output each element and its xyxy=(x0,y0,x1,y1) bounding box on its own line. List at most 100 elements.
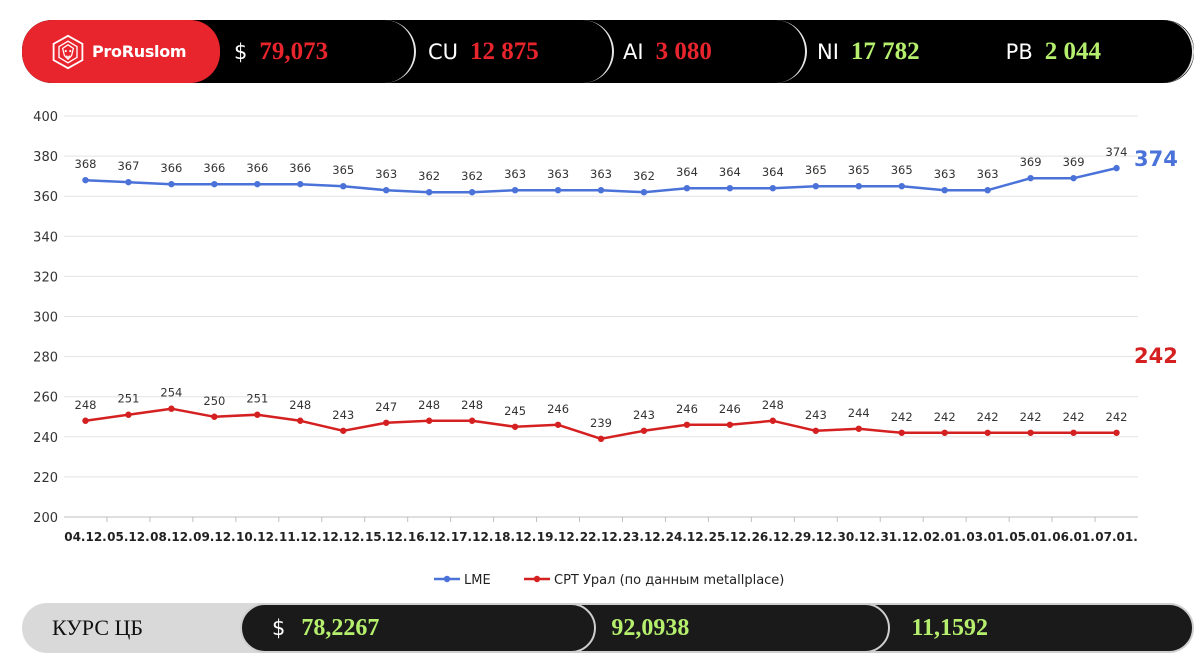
data-point xyxy=(640,427,648,434)
data-point xyxy=(683,421,691,428)
data-label: 364 xyxy=(676,165,698,179)
data-label: 365 xyxy=(848,163,870,177)
y-tick-label: 380 xyxy=(33,150,58,165)
y-tick-label: 360 xyxy=(33,190,58,205)
x-tick-label: 03.01. xyxy=(966,530,1009,544)
data-point xyxy=(383,186,390,194)
data-point xyxy=(554,421,562,428)
chart-series: 368 367 366 366 366 366 365 363 362 362 363 363 363 3… xyxy=(75,145,1127,443)
data-point xyxy=(726,421,734,428)
data-label: 365 xyxy=(891,163,913,177)
usd-symbol: $ xyxy=(272,616,286,640)
x-tick-label: 31.12. xyxy=(880,530,923,544)
rate-cny-segment: ¥ 11,1592 xyxy=(844,603,1194,653)
y-tick-label: 240 xyxy=(33,431,58,446)
x-axis-ticks: 04.12. 05.12. 08.12. 09.12. 10.12. 11.12. 12.1… xyxy=(64,517,1138,544)
data-point xyxy=(468,417,476,424)
data-point xyxy=(1070,429,1077,436)
brand-logo[interactable]: ProRuslom xyxy=(22,20,220,83)
data-point xyxy=(297,180,304,188)
data-point xyxy=(125,411,132,418)
data-label: 363 xyxy=(504,167,526,181)
data-label: 243 xyxy=(805,408,827,422)
x-tick-label: 29.12. xyxy=(795,530,838,544)
x-tick-label: 18.12. xyxy=(494,530,537,544)
y-tick-label: 280 xyxy=(33,351,58,366)
data-point xyxy=(812,182,819,190)
series-cpt: 248 251 254 250 251 248 243 247 248 248 245 246 239 2… xyxy=(75,386,1127,443)
data-label: 365 xyxy=(805,163,827,177)
y-tick-label: 300 xyxy=(33,311,58,326)
x-tick-label: 05.12. xyxy=(107,530,150,544)
data-point xyxy=(211,413,218,420)
series-lme: 368 367 366 366 366 366 365 363 362 362 363 363 363 3… xyxy=(75,145,1127,196)
data-point xyxy=(1027,174,1034,182)
data-label: 248 xyxy=(289,398,311,412)
data-label: 254 xyxy=(160,386,182,400)
y-tick-label: 400 xyxy=(33,110,58,125)
data-point xyxy=(941,429,948,436)
x-tick-label: 09.12. xyxy=(193,530,236,544)
x-tick-label: 05.01. xyxy=(1009,530,1052,544)
x-tick-label: 02.01. xyxy=(923,530,966,544)
data-label: 366 xyxy=(203,161,225,175)
legend-label: LME xyxy=(464,573,491,588)
data-point xyxy=(726,184,734,192)
ticker-pb-value: 2 044 xyxy=(1044,37,1101,65)
legend-swatch-marker xyxy=(533,575,541,583)
eur-rate-value: 92,0938 xyxy=(611,614,690,641)
ticker-al-value: 3 080 xyxy=(655,37,712,65)
data-label: 246 xyxy=(719,402,741,416)
data-label: 246 xyxy=(547,402,569,416)
data-label: 362 xyxy=(633,169,655,183)
ticker-cu-symbol: CU xyxy=(428,39,459,64)
x-tick-label: 24.12. xyxy=(666,530,709,544)
data-point xyxy=(1027,429,1034,436)
data-label: 246 xyxy=(676,402,698,416)
data-label: 251 xyxy=(246,392,268,406)
data-point xyxy=(254,411,261,418)
data-label: 243 xyxy=(633,408,655,422)
data-point xyxy=(168,405,175,412)
chart-grid xyxy=(64,115,1138,518)
y-tick-label: 220 xyxy=(33,471,58,486)
data-label: 363 xyxy=(547,167,569,181)
x-tick-label: 12.12. xyxy=(322,530,365,544)
data-label: 242 xyxy=(891,410,913,424)
data-label: 367 xyxy=(117,159,139,173)
data-point xyxy=(211,180,218,188)
ticker-cu-value: 12 875 xyxy=(470,37,539,65)
data-point xyxy=(168,180,175,188)
ticker-al-symbol: AI xyxy=(623,39,644,64)
data-point xyxy=(769,184,777,192)
data-point xyxy=(425,417,433,424)
x-tick-label: 26.12. xyxy=(752,530,795,544)
data-label: 242 xyxy=(934,410,956,424)
y-tick-label: 340 xyxy=(33,230,58,245)
ticker-usd-value: 79,073 xyxy=(259,37,329,65)
data-point xyxy=(640,188,648,196)
data-label: 366 xyxy=(160,161,182,175)
ticker-pb-segment: NI 17 782 PB 2 044 xyxy=(762,20,1194,83)
data-point xyxy=(254,180,261,188)
data-point xyxy=(941,186,948,194)
cny-rate-value: 11,1592 xyxy=(911,614,989,641)
data-point xyxy=(82,176,89,184)
x-tick-label: 10.12. xyxy=(236,530,279,544)
x-tick-label: 23.12. xyxy=(623,530,666,544)
data-point xyxy=(1113,429,1120,436)
data-label: 363 xyxy=(934,167,956,181)
rate-usd-segment: $ 78,2267 xyxy=(240,603,596,653)
x-tick-label: 30.12. xyxy=(838,530,881,544)
data-label: 242 xyxy=(1063,410,1085,424)
x-tick-label: 15.12. xyxy=(365,530,408,544)
data-point xyxy=(898,429,905,436)
cpt-last-value: 242 xyxy=(1134,344,1178,368)
x-tick-label: 08.12. xyxy=(150,530,193,544)
data-point xyxy=(812,427,819,434)
data-label: 242 xyxy=(1020,410,1042,424)
price-chart: 200 220 240 260 280 300 320 340 360 380 400 04.12.… xyxy=(33,110,1178,588)
usd-rate-value: 78,2267 xyxy=(301,614,380,641)
legend-label: СРТ Урал (по данным metallplace) xyxy=(554,573,784,588)
x-tick-label: 11.12. xyxy=(279,530,322,544)
